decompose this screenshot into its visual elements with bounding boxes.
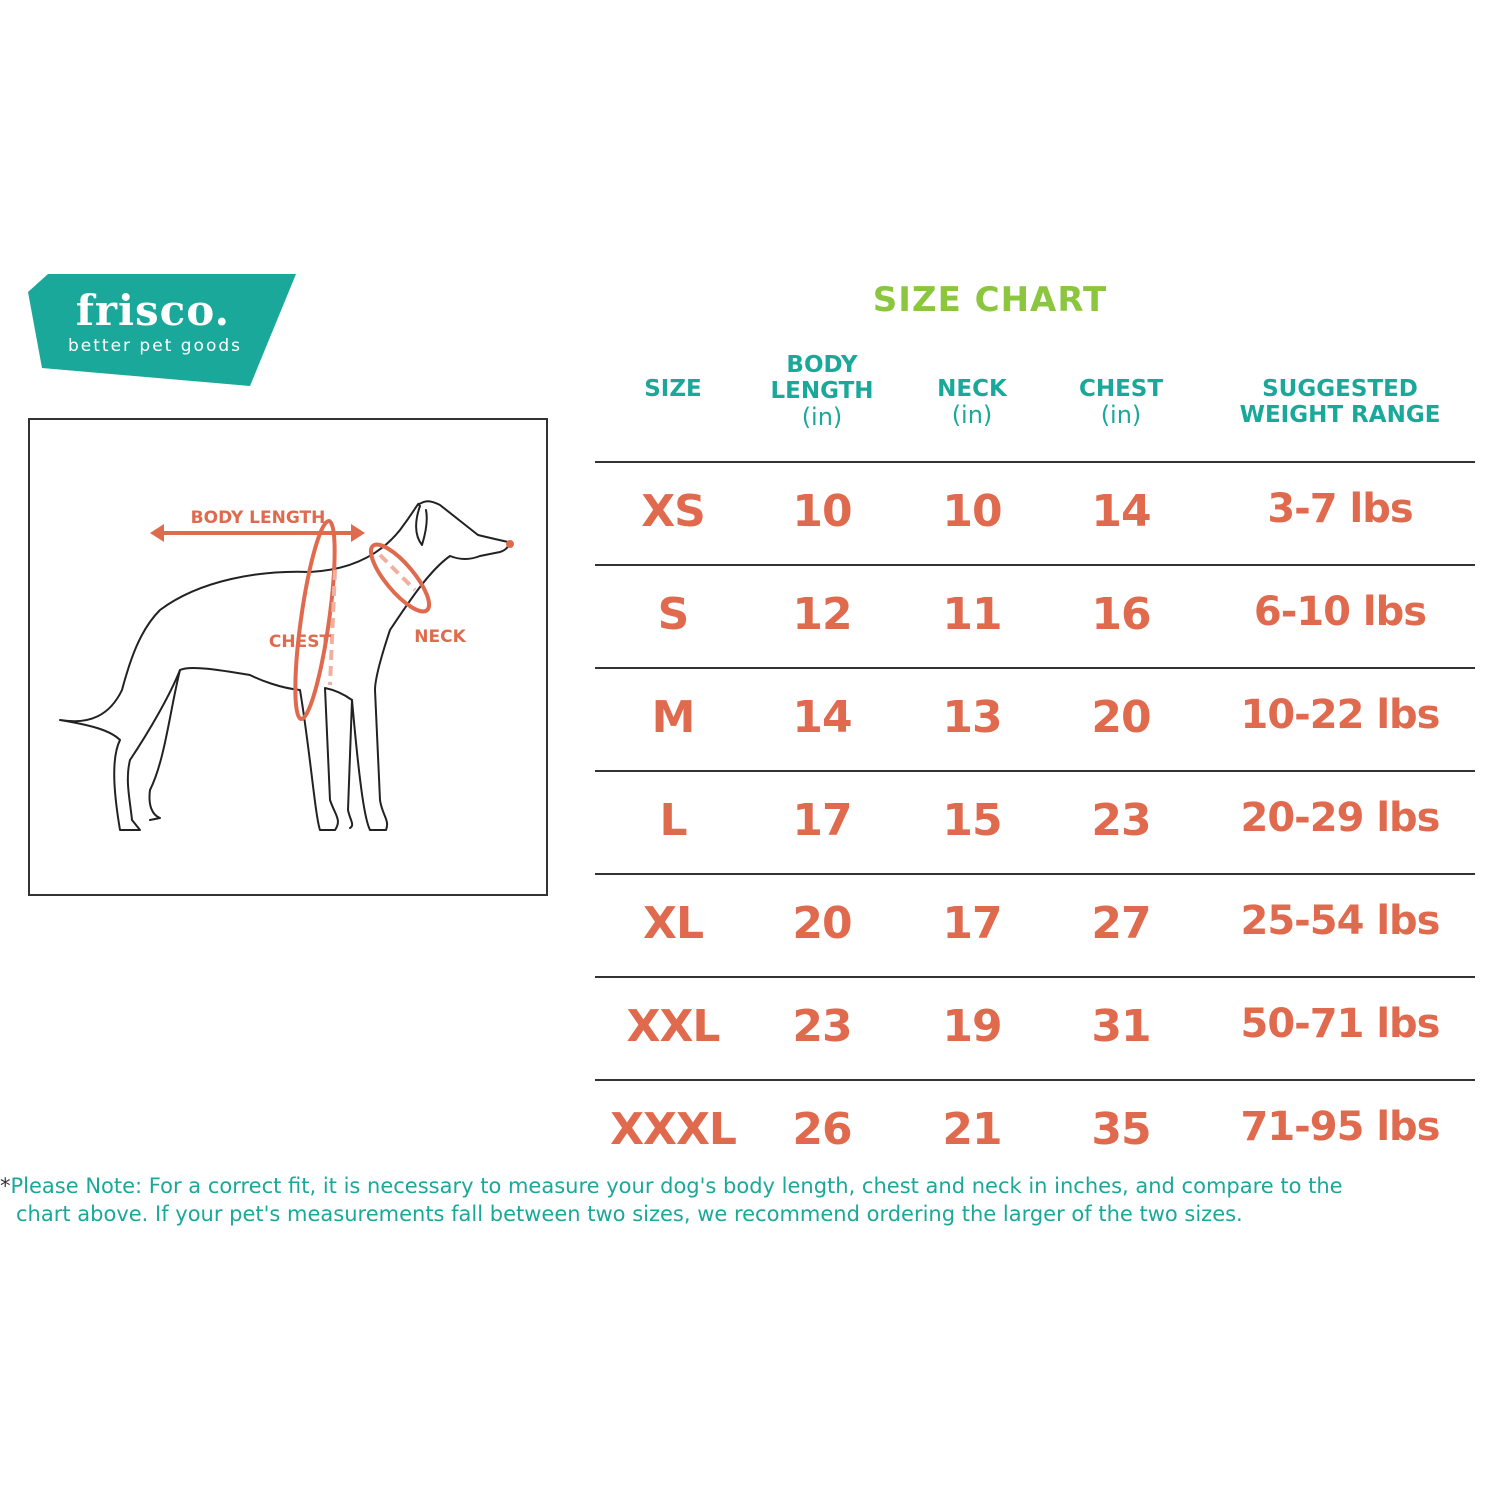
row-divider [595, 1079, 1475, 1081]
row-divider [595, 976, 1475, 978]
table-cell: 3-7 lbs [1267, 486, 1413, 532]
table-cell: 50-71 lbs [1240, 1001, 1440, 1047]
header-1: BODY LENGTH (in) [742, 352, 902, 430]
table-cell: 15 [942, 795, 1002, 846]
table-cell: XXL [626, 1001, 721, 1052]
note-asterisk: * [0, 1174, 11, 1198]
header-unit: (in) [951, 401, 993, 429]
table-cell: 20-29 lbs [1240, 795, 1440, 841]
table-cell: 16 [1091, 589, 1151, 640]
table-cell: XL [643, 898, 704, 949]
table-cell: 35 [1091, 1104, 1151, 1155]
table-cell: 17 [792, 795, 852, 846]
header-unit: (in) [1100, 401, 1142, 429]
row-divider [595, 564, 1475, 566]
neck-label: NECK [414, 627, 466, 647]
table-cell: 10 [942, 486, 1002, 537]
table-cell: 25-54 lbs [1240, 898, 1440, 944]
table-cell: 23 [1091, 795, 1151, 846]
table-cell: 13 [942, 692, 1002, 743]
table-cell: XXXL [610, 1104, 737, 1155]
note-line-1: Please Note: For a correct fit, it is ne… [10, 1174, 1343, 1198]
header-label: CHEST [1078, 376, 1164, 402]
header-label: BODY LENGTH [770, 352, 874, 404]
note-line-2: chart above. If your pet's measurements … [16, 1202, 1243, 1226]
table-cell: 23 [792, 1001, 852, 1052]
chest-label: CHEST [269, 632, 332, 652]
table-cell: 26 [792, 1104, 852, 1155]
table-cell: 31 [1091, 1001, 1151, 1052]
logo-tagline: better pet goods [68, 336, 242, 356]
fit-note: *Please Note: For a correct fit, it is n… [0, 1172, 1500, 1228]
table-cell: 19 [942, 1001, 1002, 1052]
dog-measurement-diagram: BODY LENGTH CHEST NECK [28, 418, 548, 896]
table-cell: 17 [942, 898, 1002, 949]
table-cell: M [651, 692, 696, 743]
frisco-logo: frisco. better pet goods [28, 272, 298, 388]
table-cell: 27 [1091, 898, 1151, 949]
table-cell: 11 [942, 589, 1002, 640]
table-cell: 6-10 lbs [1253, 589, 1427, 635]
table-cell: 14 [792, 692, 852, 743]
header-2: NECK (in) [902, 376, 1042, 428]
header-label: SUGGESTED WEIGHT RANGE [1239, 376, 1441, 428]
row-divider [595, 873, 1475, 875]
dog-illustration: BODY LENGTH CHEST NECK [59, 500, 514, 831]
table-cell: 10 [792, 486, 852, 537]
table-cell: 20 [792, 898, 852, 949]
table-cell: 12 [792, 589, 852, 640]
size-chart-title: SIZE CHART [872, 280, 1108, 320]
body-length-label: BODY LENGTH [191, 508, 326, 528]
table-cell: S [657, 589, 690, 640]
header-label: NECK [937, 376, 1007, 402]
table-cell: 21 [942, 1104, 1002, 1155]
logo-brand: frisco. [75, 286, 231, 335]
header-unit: (in) [801, 403, 843, 431]
header-3: CHEST (in) [1051, 376, 1191, 428]
table-cell: 14 [1091, 486, 1151, 537]
row-divider [595, 667, 1475, 669]
table-cell: XS [641, 486, 706, 537]
table-cell: 71-95 lbs [1240, 1104, 1440, 1150]
table-cell: 20 [1091, 692, 1151, 743]
header-0: SIZE [603, 376, 743, 402]
table-cell: L [659, 795, 687, 846]
header-4: SUGGESTED WEIGHT RANGE [1210, 376, 1470, 428]
header-label: SIZE [644, 376, 702, 402]
row-divider [595, 770, 1475, 772]
row-divider [595, 461, 1475, 463]
table-cell: 10-22 lbs [1240, 692, 1440, 738]
